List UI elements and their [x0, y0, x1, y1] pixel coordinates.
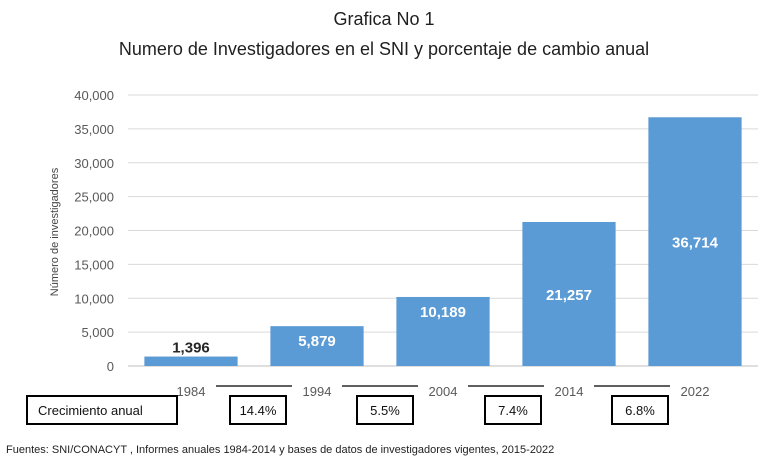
y-tick-labels: 0 5,000 10,000 15,000 20,000 25,000 30,000 35,0…: [74, 88, 114, 374]
bar-value-label: 36,714: [672, 235, 719, 252]
bar-value-label: 21,257: [546, 287, 592, 304]
source-note: Fuentes: SNI/CONACYT , Informes anuales …: [6, 444, 555, 456]
bar: [144, 356, 238, 366]
x-tick-label: 2014: [555, 384, 584, 399]
bar-value-label: 10,189: [420, 304, 466, 321]
y-axis-label: Número de investigadores: [49, 167, 61, 296]
y-tick-label: 5,000: [81, 325, 114, 340]
growth-label-box: Crecimiento anual: [26, 395, 178, 425]
bars: [144, 117, 742, 366]
growth-pct-box: 5.5%: [356, 395, 414, 425]
x-tick-label: 2022: [681, 384, 710, 399]
bar-value-labels: 1,396 5,879 10,189 21,257 36,714: [172, 235, 718, 357]
chart-title: Grafica No 1: [333, 9, 435, 29]
bar: [270, 326, 364, 366]
growth-pct-box: 6.8%: [611, 395, 669, 425]
x-tick-label: 2004: [429, 384, 458, 399]
y-tick-label: 35,000: [74, 122, 114, 137]
bar: [396, 296, 490, 366]
bar: [522, 221, 616, 366]
chart-subtitle: Numero de Investigadores en el SNI y por…: [118, 39, 650, 59]
y-tick-label: 25,000: [74, 190, 114, 205]
bar-chart: 0 5,000 10,000 15,000 20,000 25,000 30,000 35,0…: [49, 88, 758, 399]
y-tick-label: 15,000: [74, 257, 114, 272]
y-tick-label: 40,000: [74, 88, 114, 103]
x-tick-label: 1984: [177, 384, 206, 399]
y-tick-label: 30,000: [74, 156, 114, 171]
bar-value-label: 1,396: [172, 340, 210, 357]
bar: [648, 117, 742, 366]
x-tick-label: 1994: [303, 384, 332, 399]
y-tick-label: 10,000: [74, 291, 114, 306]
growth-pct-box: 7.4%: [484, 395, 542, 425]
x-tick-labels: 1984 1994 2004 2014 2022: [177, 384, 710, 399]
y-tick-label: 0: [107, 359, 114, 374]
growth-pct-box: 14.4%: [229, 395, 287, 425]
bar-value-label: 5,879: [298, 333, 336, 350]
y-tick-label: 20,000: [74, 224, 114, 239]
